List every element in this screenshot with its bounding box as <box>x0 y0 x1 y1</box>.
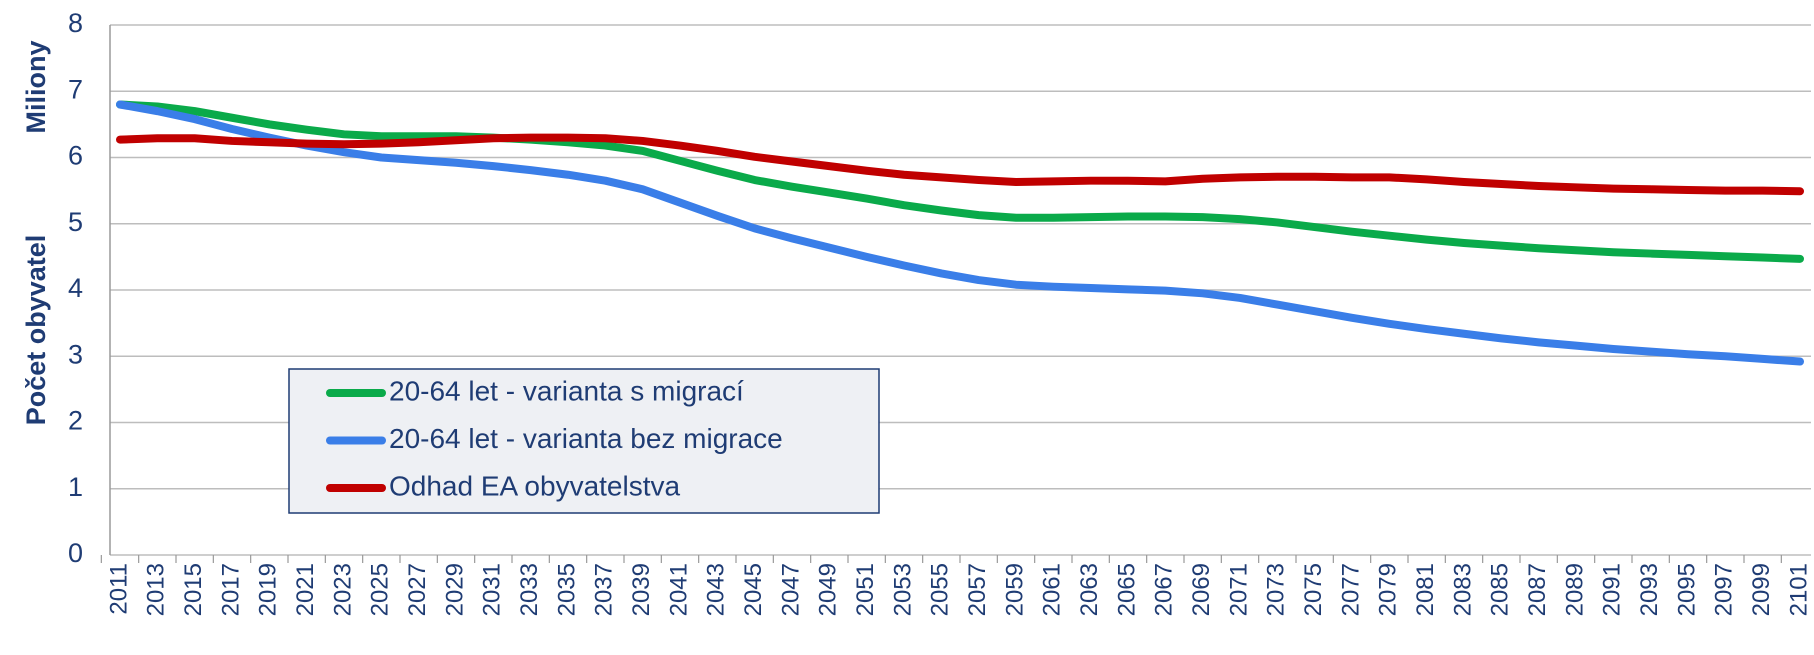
y-tick-label: 7 <box>68 74 83 104</box>
y-axis-title: Počet obyvatel <box>21 235 51 426</box>
x-tick-label: 2037 <box>591 563 618 616</box>
y-tick-label: 5 <box>68 207 83 237</box>
x-tick-label: 2045 <box>740 563 767 616</box>
x-tick-label: 2057 <box>964 563 991 616</box>
x-tick-label: 2025 <box>367 563 394 616</box>
x-tick-label: 2087 <box>1524 563 1551 616</box>
x-tick-label: 2021 <box>292 563 319 616</box>
x-tick-label: 2027 <box>404 563 431 616</box>
x-tick-label: 2091 <box>1599 563 1626 616</box>
x-tick-label: 2055 <box>927 563 954 616</box>
x-tick-label: 2051 <box>852 563 879 616</box>
x-tick-label: 2043 <box>703 563 730 616</box>
x-tick-label: 2047 <box>777 563 804 616</box>
x-tick-label: 2097 <box>1711 563 1738 616</box>
series-line <box>116 100 1804 263</box>
x-tick-label: 2059 <box>1001 563 1028 616</box>
x-tick-label: 2071 <box>1225 563 1252 616</box>
legend-box <box>288 368 880 514</box>
x-tick-label: 2101 <box>1785 563 1812 616</box>
legend-label: Odhad EA obyvatelstva <box>389 470 681 501</box>
x-tick-label: 2019 <box>255 563 282 616</box>
y-tick-label: 6 <box>68 141 83 171</box>
y-tick-label: 3 <box>68 339 83 369</box>
series-line <box>116 133 1804 196</box>
x-tick-label: 2083 <box>1449 563 1476 616</box>
x-tick-label: 2039 <box>628 563 655 616</box>
legend-label: 20-64 let - varianta s migrací <box>389 375 744 406</box>
x-tick-label: 2089 <box>1561 563 1588 616</box>
x-tick-label: 2099 <box>1748 563 1775 616</box>
x-tick-label: 2029 <box>441 563 468 616</box>
x-tick-label: 2069 <box>1188 563 1215 616</box>
x-tick-label: 2093 <box>1636 563 1663 616</box>
series-line <box>116 100 1804 366</box>
x-tick-label: 2011 <box>105 563 132 615</box>
x-tick-label: 2041 <box>665 563 692 616</box>
x-tick-label: 2079 <box>1375 563 1402 616</box>
x-tick-label: 2067 <box>1151 563 1178 616</box>
x-tick-label: 2035 <box>553 563 580 616</box>
x-tick-label: 2023 <box>329 563 356 616</box>
x-tick-label: 2095 <box>1673 563 1700 616</box>
x-tick-label: 2049 <box>815 563 842 616</box>
x-tick-label: 2075 <box>1300 563 1327 616</box>
x-tick-label: 2081 <box>1412 563 1439 616</box>
y-tick-label: 2 <box>68 406 83 436</box>
y-tick-label: 0 <box>68 538 83 568</box>
y-tick-label: 8 <box>68 8 83 38</box>
x-tick-label: 2017 <box>217 563 244 616</box>
x-tick-label: 2061 <box>1039 563 1066 616</box>
x-tick-label: 2065 <box>1113 563 1140 616</box>
x-tick-label: 2085 <box>1487 563 1514 616</box>
x-tick-label: 2013 <box>143 563 170 616</box>
y-tick-label: 1 <box>68 472 83 502</box>
y-tick-label: 4 <box>68 273 83 303</box>
x-tick-label: 2015 <box>180 563 207 616</box>
x-tick-label: 2033 <box>516 563 543 616</box>
x-tick-label: 2063 <box>1076 563 1103 616</box>
y-axis-unit: Miliony <box>21 41 51 134</box>
x-tick-label: 2077 <box>1337 563 1364 616</box>
x-tick-label: 2053 <box>889 563 916 616</box>
x-tick-label: 2031 <box>479 563 506 616</box>
legend-label: 20-64 let - varianta bez migrace <box>389 423 783 454</box>
x-tick-label: 2073 <box>1263 563 1290 616</box>
